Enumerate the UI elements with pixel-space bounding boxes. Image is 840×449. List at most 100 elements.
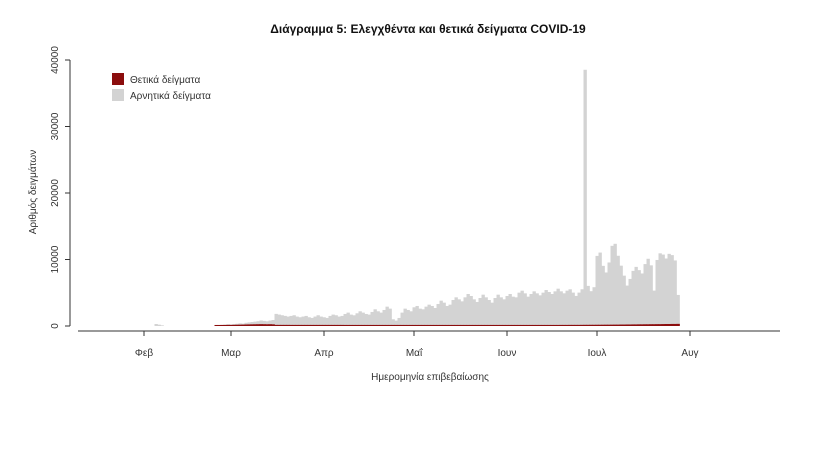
- x-tick-label-2020-08-01: Αυγ: [681, 348, 698, 359]
- y-tick-label-20000: 20000: [50, 179, 61, 207]
- bar-positive-2020-03-26: [304, 324, 308, 326]
- bar-negative-2020-06-30: [592, 287, 596, 326]
- bar-negative-2020-07-21: [655, 259, 659, 326]
- bar-negative-2020-03-16: [274, 313, 278, 326]
- bar-negative-2020-03-31: [319, 316, 323, 326]
- bar-negative-2020-03-21: [289, 315, 293, 326]
- bar-negative-2020-04-19: [376, 311, 380, 326]
- bar-positive-2020-03-02: [232, 324, 236, 326]
- bar-negative-2020-06-16: [550, 294, 554, 326]
- bar-positive-2020-06-15: [547, 324, 551, 326]
- legend-label-positive: Θετικά δείγματα: [130, 74, 200, 86]
- bar-positive-2020-04-26: [397, 324, 401, 326]
- bar-negative-2020-04-13: [358, 311, 362, 326]
- bar-positive-2020-05-07: [430, 324, 434, 326]
- bar-positive-2020-06-22: [568, 324, 572, 326]
- bar-positive-2020-05-13: [448, 324, 452, 326]
- bar-negative-2020-06-06: [520, 290, 524, 326]
- bar-negative-2020-07-02: [598, 252, 602, 326]
- bar-negative-2020-03-26: [304, 315, 308, 326]
- bar-negative-2020-07-08: [616, 255, 620, 326]
- bar-positive-2020-03-10: [256, 324, 260, 326]
- bar-positive-2020-06-29: [589, 324, 593, 326]
- bar-negative-2020-04-10: [349, 314, 353, 326]
- bar-positive-2020-05-29: [496, 324, 500, 326]
- bar-positive-2020-07-25: [667, 324, 671, 326]
- bar-positive-2020-05-23: [478, 324, 482, 326]
- bar-positive-2020-03-01: [229, 324, 233, 326]
- bar-negative-2020-05-04: [421, 309, 425, 326]
- bar-positive-2020-03-25: [301, 324, 305, 326]
- bar-positive-2020-06-12: [538, 324, 542, 326]
- bar-negative-2020-05-26: [487, 300, 491, 326]
- bar-positive-2020-03-03: [235, 324, 239, 326]
- bar-negative-2020-05-03: [418, 308, 422, 326]
- bar-positive-2020-03-27: [307, 324, 311, 326]
- bar-negative-2020-07-19: [649, 265, 653, 326]
- bar-positive-2020-03-06: [244, 324, 248, 326]
- bar-positive-2020-04-11: [352, 324, 356, 326]
- bar-negative-2020-04-22: [385, 306, 389, 326]
- bar-negative-2020-05-25: [484, 297, 488, 326]
- bar-positive-2020-04-04: [331, 324, 335, 326]
- bar-positive-2020-04-15: [364, 324, 368, 326]
- bar-negative-2020-06-21: [565, 290, 569, 326]
- bar-negative-2020-07-18: [646, 258, 650, 326]
- bar-positive-2020-05-30: [499, 324, 503, 326]
- y-tick-label-0: 0: [50, 323, 61, 329]
- bars-positive: [214, 323, 680, 326]
- bar-negative-2020-06-24: [574, 295, 578, 326]
- bar-negative-2020-05-16: [457, 299, 461, 326]
- bar-positive-2020-07-10: [622, 324, 626, 326]
- bar-positive-2020-07-16: [640, 324, 644, 326]
- bar-positive-2020-07-19: [649, 324, 653, 326]
- bar-positive-2020-02-27: [220, 324, 224, 326]
- bar-positive-2020-06-28: [586, 324, 590, 326]
- y-tick-label-10000: 10000: [50, 245, 61, 273]
- bar-negative-2020-06-13: [541, 292, 545, 326]
- bar-negative-2020-04-02: [325, 317, 329, 326]
- bar-positive-2020-07-05: [607, 324, 611, 326]
- bar-positive-2020-04-12: [355, 324, 359, 326]
- bar-negative-2020-05-09: [436, 303, 440, 326]
- bar-positive-2020-07-23: [661, 324, 665, 326]
- bar-positive-2020-03-29: [313, 324, 317, 326]
- legend: Θετικά δείγματα Αρνητικά δείγματα: [112, 73, 211, 102]
- bar-negative-2020-06-26: [580, 289, 584, 326]
- bar-negative-2020-03-22: [292, 315, 296, 326]
- bar-negative-2020-05-11: [442, 302, 446, 326]
- bar-positive-2020-05-19: [466, 324, 470, 326]
- bar-negative-2020-05-06: [427, 304, 431, 326]
- bar-positive-2020-04-05: [334, 324, 338, 326]
- bars-negative: [154, 69, 680, 326]
- bar-negative-2020-05-24: [481, 294, 485, 326]
- bar-negative-2020-05-21: [472, 299, 476, 326]
- x-tick-label-2020-02-01: Φεβ: [135, 348, 153, 359]
- bar-positive-2020-03-21: [289, 324, 293, 326]
- bar-positive-2020-07-24: [664, 324, 668, 326]
- bar-negative-2020-07-06: [610, 245, 614, 326]
- bar-positive-2020-04-08: [343, 324, 347, 326]
- bar-negative-2020-03-04: [238, 323, 242, 326]
- bar-negative-2020-07-16: [640, 273, 644, 326]
- bar-positive-2020-03-09: [253, 324, 257, 326]
- bar-negative-2020-03-07: [247, 322, 251, 326]
- bar-positive-2020-03-24: [298, 324, 302, 326]
- bar-positive-2020-05-04: [421, 324, 425, 326]
- bar-positive-2020-06-20: [562, 324, 566, 326]
- bar-positive-2020-06-04: [514, 324, 518, 326]
- bar-positive-2020-04-22: [385, 324, 389, 326]
- bar-negative-2020-05-30: [499, 297, 503, 326]
- bar-negative-2020-05-13: [448, 304, 452, 326]
- bar-positive-2020-02-26: [217, 324, 221, 326]
- bar-positive-2020-04-21: [382, 324, 386, 326]
- bar-negative-2020-05-15: [454, 297, 458, 326]
- bar-positive-2020-05-17: [460, 324, 464, 326]
- bar-positive-2020-06-13: [541, 324, 545, 326]
- bar-negative-2020-07-22: [658, 253, 662, 326]
- bar-positive-2020-05-16: [457, 324, 461, 326]
- bar-positive-2020-05-08: [433, 324, 437, 326]
- bar-positive-2020-03-04: [238, 324, 242, 326]
- bar-positive-2020-03-28: [310, 324, 314, 326]
- bar-positive-2020-05-27: [490, 324, 494, 326]
